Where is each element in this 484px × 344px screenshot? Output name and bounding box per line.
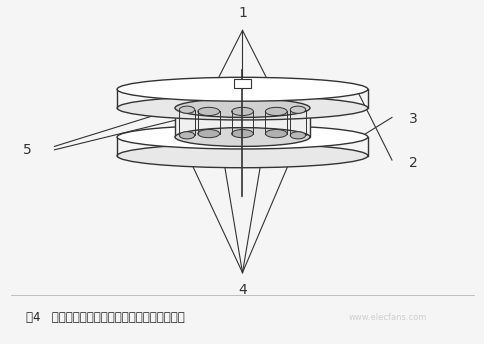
Ellipse shape	[289, 106, 305, 113]
Text: www.elecfans.com: www.elecfans.com	[348, 313, 426, 322]
Ellipse shape	[231, 107, 253, 116]
Ellipse shape	[117, 77, 367, 101]
Text: 4: 4	[238, 283, 246, 297]
Ellipse shape	[179, 106, 195, 113]
FancyBboxPatch shape	[175, 108, 309, 137]
Ellipse shape	[175, 99, 309, 117]
Ellipse shape	[197, 107, 219, 116]
Ellipse shape	[175, 128, 309, 147]
Ellipse shape	[265, 107, 287, 116]
Text: 3: 3	[408, 112, 417, 126]
Ellipse shape	[117, 96, 367, 120]
FancyBboxPatch shape	[233, 79, 251, 87]
Text: 图4   摩擦离合器在货叉升降停止时工作原理简图: 图4 摩擦离合器在货叉升降停止时工作原理简图	[26, 311, 184, 324]
Ellipse shape	[265, 130, 287, 138]
Ellipse shape	[197, 130, 219, 138]
Text: 2: 2	[408, 157, 417, 171]
Ellipse shape	[231, 130, 253, 138]
Ellipse shape	[179, 132, 195, 139]
Ellipse shape	[117, 144, 367, 168]
Text: 5: 5	[23, 143, 32, 157]
Ellipse shape	[289, 132, 305, 139]
Ellipse shape	[117, 125, 367, 149]
Text: 1: 1	[238, 6, 246, 20]
